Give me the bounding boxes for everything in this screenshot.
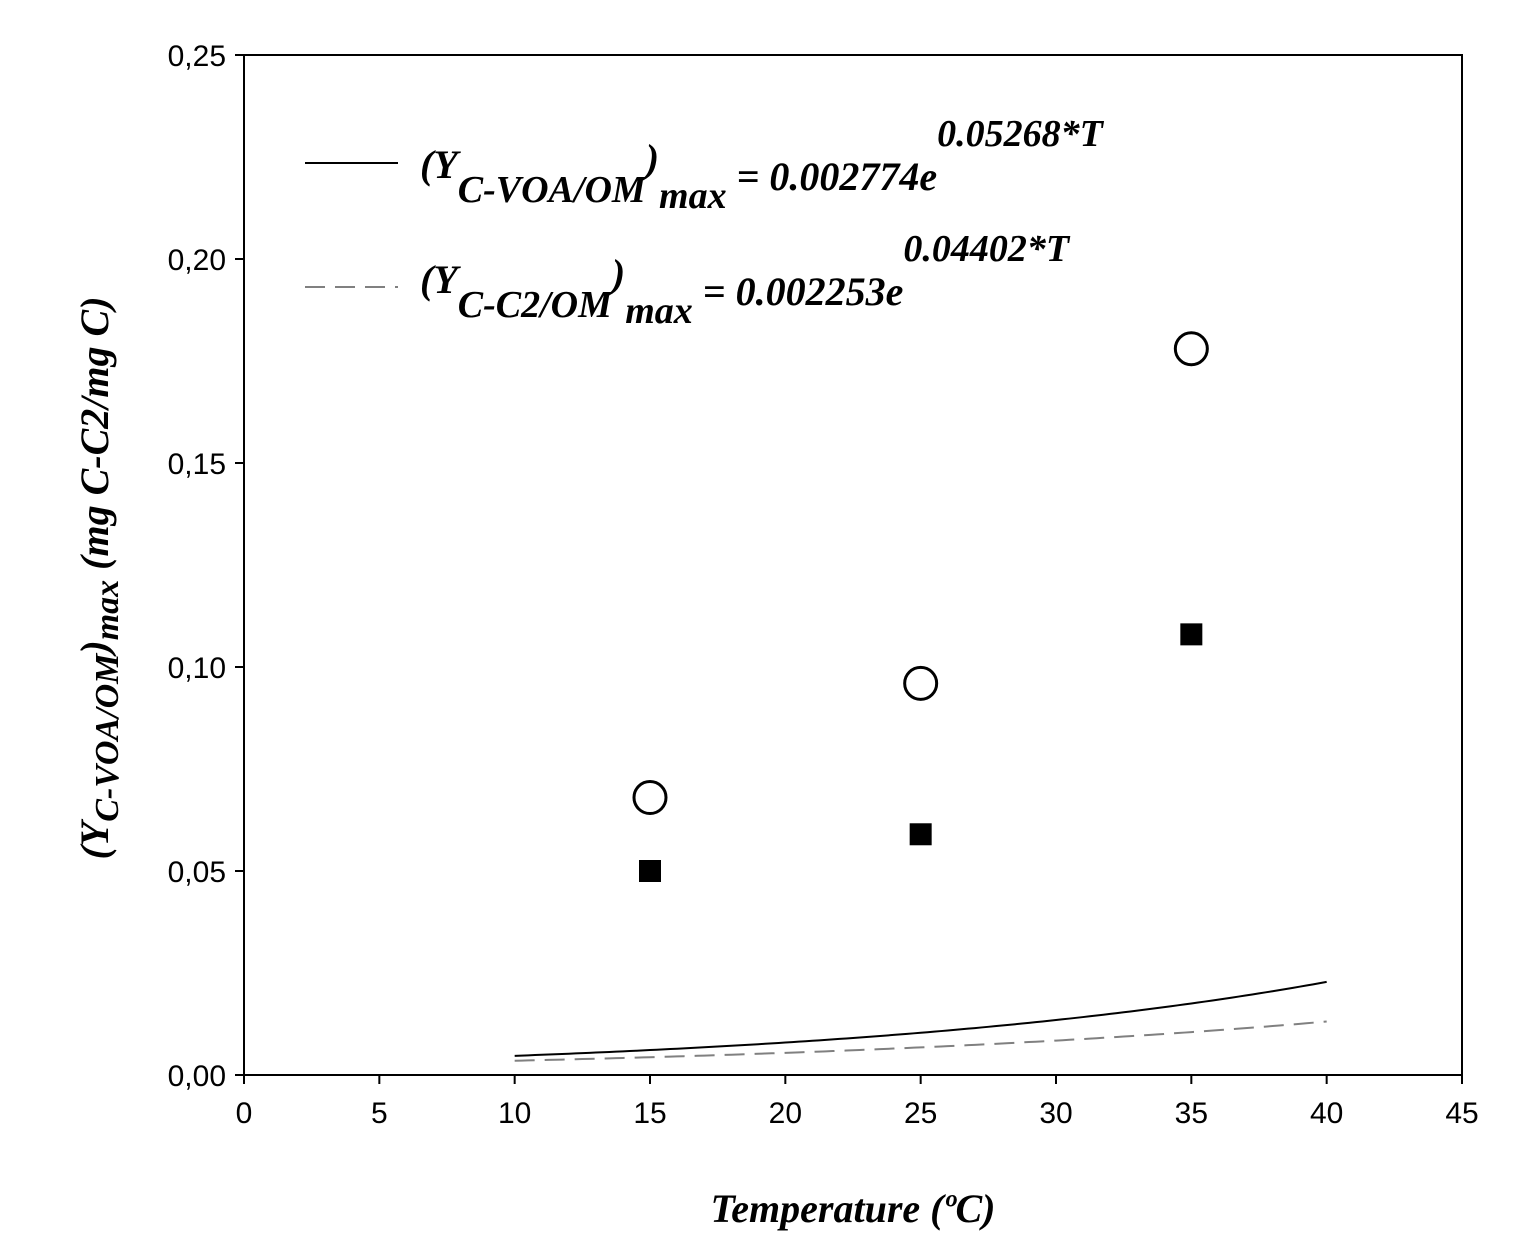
legend-entry-voa: (YC-VOA/OM)max = 0.002774e0.05268*T — [305, 113, 1105, 217]
x-tick-label: 35 — [1175, 1097, 1208, 1130]
data-point-voa — [903, 665, 939, 701]
x-tick-label: 15 — [633, 1097, 666, 1130]
y-axis-title-subscript: C-VOA/OM — [89, 652, 126, 822]
y-tick-label: 0,25 — [168, 40, 226, 73]
fit-curves — [514, 980, 1327, 1062]
data-points — [632, 331, 1209, 882]
x-tick-label: 45 — [1445, 1097, 1478, 1130]
legend-label-c2: (YC-C2/OM)max = 0.002253e0.04402*T — [420, 228, 1071, 332]
y-tick-label: 0,10 — [168, 652, 226, 685]
y-axis-ticks: 0,00 0,05 0,10 0,15 0,20 0,25 — [168, 40, 244, 1093]
legend-entry-c2: (YC-C2/OM)max = 0.002253e0.04402*T — [305, 228, 1071, 332]
plot-area — [243, 54, 1463, 1076]
x-tick-label: 25 — [904, 1097, 937, 1130]
y-tick-label: 0,05 — [168, 856, 226, 889]
fit-curve-voa — [514, 980, 1327, 1057]
data-point-c2 — [909, 823, 932, 846]
y-axis-title-units: (mg C-C2/mg C) — [72, 296, 117, 579]
y-axis-title-prefix: (Y — [72, 818, 117, 859]
x-axis-title: Temperature (ºC) — [711, 1186, 996, 1231]
x-tick-label: 30 — [1039, 1097, 1072, 1130]
x-tick-label: 40 — [1310, 1097, 1343, 1130]
legend-label-voa: (YC-VOA/OM)max = 0.002774e0.05268*T — [420, 113, 1105, 217]
y-tick-label: 0,15 — [168, 448, 226, 481]
legend: (YC-VOA/OM)max = 0.002774e0.05268*T (YC-… — [305, 113, 1105, 332]
y-axis-title-subscript-max: max — [89, 580, 126, 640]
data-point-c2 — [639, 860, 661, 882]
y-tick-label: 0,00 — [168, 1060, 226, 1093]
x-tick-label: 20 — [769, 1097, 802, 1130]
y-axis-title-close: ) — [72, 640, 117, 656]
x-tick-label: 5 — [371, 1097, 388, 1130]
data-point-voa — [632, 780, 668, 816]
y-tick-label: 0,20 — [168, 244, 226, 277]
fit-curve-c2 — [514, 1020, 1327, 1062]
x-tick-label: 10 — [498, 1097, 531, 1130]
x-tick-label: 0 — [236, 1097, 253, 1130]
x-axis-ticks: 0 5 10 15 20 25 30 35 40 45 — [236, 1075, 1479, 1130]
data-point-c2 — [1180, 623, 1203, 646]
y-axis-title: (YC-VOA/OM)max (mg C-C2/mg C) — [72, 296, 126, 859]
plot-frame — [243, 54, 1463, 1076]
data-point-voa — [1173, 331, 1209, 367]
